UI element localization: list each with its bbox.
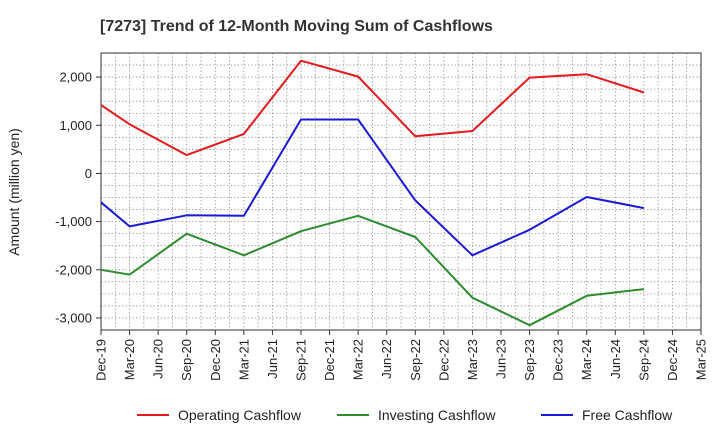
x-tick-label: Mar-24 (579, 339, 594, 380)
x-axis-ticks: Dec-19 Mar-20 Jun-20 Sep-20 Dec-20 Mar-21 Jun-… (94, 330, 709, 381)
chart-title: [7273] Trend of 12-Month Moving Sum of C… (100, 18, 493, 35)
series-line-0 (100, 59, 645, 157)
x-tick-label: Jun-20 (151, 339, 166, 379)
y-axis-ticks: 2,000 1,000 0 -1,000 -2,000 -3,000 (55, 70, 101, 325)
x-tick-label: Sep-22 (408, 339, 423, 381)
series-line-2 (100, 118, 645, 257)
x-tick-label: Dec-20 (208, 339, 223, 381)
y-tick-label: -2,000 (55, 262, 92, 277)
y-tick-label: 2,000 (59, 70, 92, 85)
x-tick-label: Mar-22 (351, 339, 366, 380)
plot-frame (100, 52, 702, 331)
x-tick-label: Dec-23 (551, 339, 566, 381)
y-tick-label: 1,000 (59, 118, 92, 133)
y-axis-label: Amount (million yen) (6, 128, 22, 256)
series-line-1 (100, 214, 645, 327)
x-tick-label: Jun-23 (494, 339, 509, 379)
x-tick-label: Sep-20 (179, 339, 194, 381)
x-tick-label: Dec-21 (322, 339, 337, 381)
y-tick-label: -1,000 (55, 214, 92, 229)
legend-label: Investing Cashflow (378, 407, 496, 423)
x-tick-label: Dec-19 (94, 339, 109, 381)
x-tick-label: Jun-22 (379, 339, 394, 379)
legend-label: Operating Cashflow (178, 407, 302, 423)
y-tick-label: -3,000 (55, 310, 92, 325)
x-tick-label: Mar-21 (236, 339, 251, 380)
x-tick-label: Sep-21 (294, 339, 309, 381)
legend-label: Free Cashflow (582, 407, 673, 423)
x-tick-label: Dec-22 (436, 339, 451, 381)
x-tick-label: Jun-24 (608, 339, 623, 379)
x-tick-label: Mar-25 (694, 339, 709, 380)
legend: Operating Cashflow Investing Cashflow Free… (137, 407, 673, 423)
grid (100, 53, 702, 330)
series-lines (100, 59, 645, 327)
x-tick-label: Mar-23 (465, 339, 480, 380)
x-tick-label: Sep-24 (636, 339, 651, 381)
y-tick-label: 0 (85, 166, 92, 181)
x-tick-label: Dec-24 (665, 339, 680, 381)
x-tick-label: Jun-21 (265, 339, 280, 379)
x-tick-label: Mar-20 (122, 339, 137, 380)
x-tick-label: Sep-23 (522, 339, 537, 381)
